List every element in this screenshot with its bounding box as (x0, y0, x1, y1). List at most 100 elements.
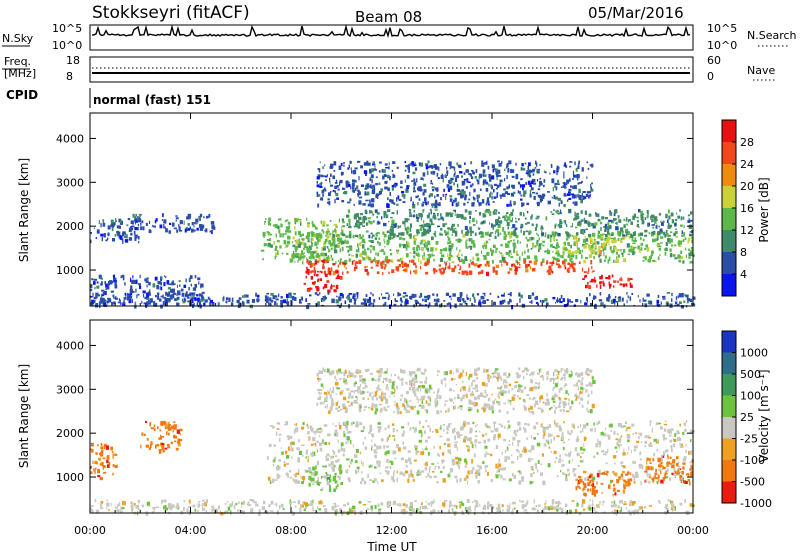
power-cell (463, 301, 466, 303)
velocity-cell (524, 400, 525, 403)
velocity-cell (440, 471, 442, 473)
velocity-cell (371, 378, 374, 381)
velocity-cell (397, 410, 399, 413)
power-cell (274, 301, 276, 305)
velocity-cell (486, 404, 489, 406)
velocity-cell (580, 431, 582, 433)
power-cell (402, 238, 405, 240)
velocity-cell (550, 434, 553, 436)
power-cell (357, 190, 360, 192)
power-cell (95, 293, 98, 296)
power-cell (612, 240, 614, 242)
velocity-cell (97, 469, 100, 473)
velocity-cell (533, 397, 536, 400)
velocity-cell (535, 382, 537, 384)
power-cell (559, 301, 562, 303)
power-cell (598, 254, 600, 257)
power-cell (424, 296, 428, 299)
power-cell (322, 194, 324, 197)
power-cell (531, 248, 533, 250)
power-cell (371, 179, 372, 183)
power-cell (434, 164, 437, 168)
power-cell (556, 239, 558, 241)
power-cell (132, 275, 133, 278)
power-cell (191, 299, 193, 303)
power-cell (467, 202, 469, 204)
power-cell (421, 217, 422, 220)
velocity-cell (601, 432, 604, 435)
power-cell (266, 293, 269, 295)
power-cell (570, 226, 573, 228)
velocity-cell (388, 425, 390, 429)
power-cell (611, 250, 614, 253)
power-cell (438, 202, 440, 206)
velocity-cell (522, 480, 523, 482)
power-cell (164, 297, 166, 299)
velocity-cell (484, 440, 487, 444)
velocity-cell (361, 471, 363, 473)
power-cell (641, 243, 644, 246)
velocity-cell (454, 378, 456, 380)
power-cell (515, 228, 518, 231)
power-cell (336, 180, 337, 184)
power-cell (366, 230, 369, 232)
velocity-cell (505, 467, 506, 470)
power-cell (586, 176, 587, 179)
power-cell (532, 268, 536, 272)
power-cell (173, 293, 176, 295)
power-cell (457, 175, 459, 178)
power-cell (432, 189, 434, 191)
power-cell (403, 269, 406, 271)
power-cell (664, 234, 666, 238)
power-cell (578, 189, 580, 193)
velocity-cell (516, 372, 519, 374)
velocity-cell (543, 402, 545, 404)
power-cell (498, 212, 500, 214)
velocity-cell (290, 449, 293, 452)
velocity-cell (472, 444, 474, 448)
power-cell (682, 217, 684, 220)
velocity-cell (409, 383, 411, 386)
velocity-cell (370, 373, 373, 375)
power-cell (552, 297, 555, 299)
velocity-cell (459, 462, 461, 465)
velocity-cell (407, 479, 409, 483)
velocity-cell (439, 395, 441, 399)
velocity-cell (331, 461, 334, 465)
power-cell (421, 189, 423, 191)
velocity-cell (448, 474, 451, 477)
power-cell (410, 163, 411, 166)
power-cell (536, 224, 538, 228)
power-cell (423, 252, 425, 256)
velocity-cell (585, 389, 587, 392)
power-cell (615, 296, 616, 298)
velocity-cell (374, 405, 377, 408)
power-cell (101, 281, 103, 285)
velocity-cell (558, 426, 561, 428)
power-cell (594, 280, 596, 283)
power-cell (322, 190, 325, 194)
velocity-cell (580, 398, 583, 401)
power-cell (536, 169, 537, 173)
velocity-cell (634, 446, 637, 449)
power-cell (676, 296, 677, 300)
velocity-cell (330, 394, 332, 399)
power-cell (176, 230, 178, 233)
power-cell (387, 197, 389, 200)
power-cell (466, 186, 468, 189)
power-region (316, 160, 593, 208)
velocity-cell (380, 409, 383, 413)
power-cell (387, 209, 390, 212)
power-cell (366, 294, 368, 297)
power-cell (567, 200, 568, 202)
power-cell (390, 192, 392, 196)
power-cell (353, 190, 355, 193)
power-cell (148, 282, 151, 285)
power-cell (483, 169, 486, 173)
velocity-cell (523, 376, 524, 380)
velocity-cell (476, 389, 479, 392)
power-cell (681, 235, 683, 237)
power-cell (470, 174, 472, 177)
power-cell (519, 191, 520, 194)
power-cell (503, 261, 506, 264)
